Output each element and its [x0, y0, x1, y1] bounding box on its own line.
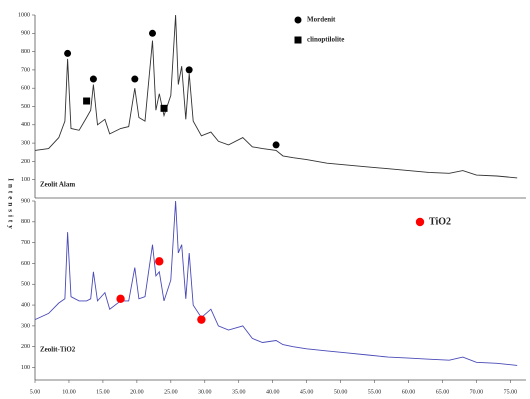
legend-marker [294, 36, 302, 44]
y-axis-label: Intensity [6, 178, 14, 231]
legend-marker [294, 16, 302, 24]
x-tick-label: 30.00 [198, 389, 212, 395]
legend-label: TiO2 [429, 216, 451, 227]
y-tick-label: 500 [21, 282, 30, 288]
peak-marker [160, 104, 168, 112]
legend-marker [415, 217, 425, 227]
peak-marker [83, 97, 91, 105]
panel-label: Zeolit-TiO2 [40, 346, 76, 354]
data-line [34, 14, 518, 179]
x-tick-label: 15.00 [96, 389, 110, 395]
x-tick-label: 60.00 [402, 389, 416, 395]
peak-marker [131, 75, 139, 83]
y-tick-label: 900 [21, 31, 30, 37]
y-tick-label: 300 [21, 323, 30, 329]
legend-label: Mordenit [307, 16, 336, 24]
x-tick-label: 40.00 [266, 389, 280, 395]
y-tick-label: 400 [21, 122, 30, 128]
x-tick-label: 20.00 [130, 389, 144, 395]
y-tick-label: 600 [21, 86, 30, 92]
y-tick-label: 800 [21, 49, 30, 55]
y-tick-label: 400 [21, 302, 30, 308]
y-tick-label: 600 [21, 261, 30, 267]
y-tick-label: 900 [21, 198, 30, 204]
x-tick-label: 5.00 [30, 389, 41, 395]
legend-label: clinoptilolite [307, 36, 344, 44]
x-tick-label: 65.00 [436, 389, 450, 395]
x-tick-label: 75.00 [504, 389, 518, 395]
x-tick-label: 55.00 [368, 389, 382, 395]
peak-marker [197, 315, 206, 324]
x-tick-label: 10.00 [62, 389, 76, 395]
y-tick-label: 1000 [18, 12, 30, 18]
y-tick-label: 200 [21, 344, 30, 350]
peak-marker [148, 29, 156, 37]
y-tick-label: 500 [21, 104, 30, 110]
x-tick-label: 70.00 [470, 389, 484, 395]
peak-marker [272, 141, 280, 149]
y-tick-label: 800 [21, 219, 30, 225]
y-tick-label: 200 [21, 159, 30, 165]
x-tick-label: 25.00 [164, 389, 178, 395]
x-tick-label: 50.00 [334, 389, 348, 395]
y-tick-label: 100 [21, 365, 30, 371]
y-tick-label: 700 [21, 67, 30, 73]
y-tick-label: 100 [21, 177, 30, 183]
peak-marker [155, 257, 164, 266]
y-tick-label: 700 [21, 240, 30, 246]
peak-marker [64, 49, 72, 57]
panel-label: Zeolit Alam [40, 181, 75, 189]
data-line [34, 200, 518, 366]
x-tick-label: 45.00 [300, 389, 314, 395]
peak-marker [116, 294, 125, 304]
peak-marker [185, 66, 193, 74]
peak-marker [89, 75, 97, 83]
y-tick-label: 300 [21, 140, 30, 146]
x-tick-label: 35.00 [232, 389, 246, 395]
